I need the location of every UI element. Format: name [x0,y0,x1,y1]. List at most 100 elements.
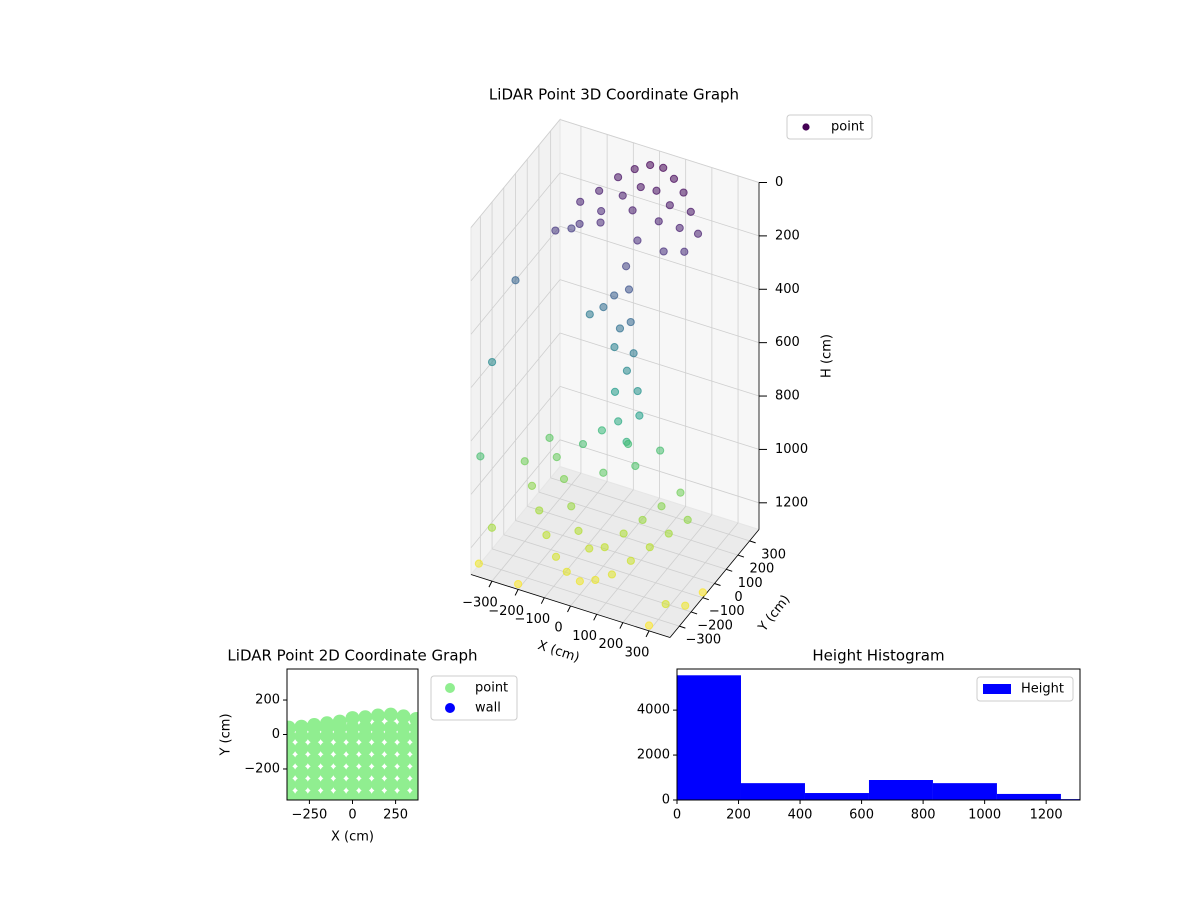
point [383,741,398,756]
grid-line [550,477,750,542]
point [487,357,497,367]
point [287,765,296,780]
chart-title: Height Histogram [812,647,944,665]
point [576,197,585,206]
grid-line [470,439,561,549]
grid-line [559,386,760,450]
point [622,366,632,375]
x-tick-label: −100 [514,612,550,627]
point [597,207,606,216]
y-tick [749,540,756,544]
point [396,777,411,792]
point [332,741,347,756]
point [371,753,386,768]
point [542,530,551,540]
point [585,310,594,319]
bars [677,675,1080,800]
point [345,765,360,780]
y-tick [726,568,733,572]
point [383,765,398,780]
point [578,439,588,449]
point [383,720,398,735]
z-tick-label: 400 [775,282,800,297]
y-tick [714,583,721,586]
z-tick-label: 600 [775,335,800,350]
point [287,741,296,756]
x-axis-label: X (cm) [331,830,374,845]
point [396,709,411,724]
y-tick-label: −100 [709,604,745,619]
point [693,229,703,238]
legend-marker [445,683,455,693]
point [520,457,529,466]
point [636,182,645,192]
point [669,174,679,183]
chart-title: LiDAR Point 2D Coordinate Graph [227,647,477,665]
point [619,529,628,538]
y-tick [702,597,709,601]
point [614,417,623,426]
point [644,621,654,630]
point [610,291,619,300]
point [474,559,483,568]
point [307,753,322,768]
point [358,741,373,756]
point [476,452,485,461]
y-tick-label: 0 [272,727,280,742]
point [409,753,418,768]
point [680,247,689,256]
grid-line [503,534,703,599]
x-tick-label: 200 [598,637,623,652]
point [307,789,322,800]
x-tick [619,622,624,629]
point [585,544,594,553]
point [307,777,322,792]
point [618,191,627,200]
point [319,789,334,800]
point [345,753,360,768]
x-axis-line [470,574,671,638]
point [358,777,373,792]
point [535,506,544,515]
point [332,777,347,792]
point [654,217,663,226]
point [679,188,688,197]
grid-line [559,119,760,183]
point [635,411,644,420]
point [332,765,347,780]
point [631,461,640,471]
legend-marker [802,123,810,131]
x-tick-label: 1200 [1030,808,1063,823]
point [319,741,334,756]
y-tick-label: −300 [686,633,722,648]
point [383,753,398,768]
point [358,710,373,725]
point [319,777,334,792]
point [345,741,360,756]
y-tick-label: 200 [255,693,280,708]
point [487,523,497,532]
legend-marker [445,703,455,713]
y-tick-label: 4000 [637,703,670,718]
point [396,765,411,780]
grid-line [480,562,680,627]
point [287,777,296,792]
y-tick-label: −200 [697,618,733,633]
x-tick-label: −300 [462,596,498,611]
x-tick-label: 250 [383,808,408,823]
point [371,720,386,735]
y-axis-label: Y (cm) [219,713,234,756]
z-tick-label: 1200 [775,495,808,510]
point [383,789,398,800]
x-tick-label: 400 [788,808,813,823]
x-tick-label: 0 [673,808,681,823]
point [686,207,695,216]
point [551,226,560,235]
point [623,439,633,449]
point [371,741,386,756]
z-tick-label: 1000 [775,442,808,457]
grid-line [470,119,561,228]
point [664,529,673,538]
x-tick-label: 200 [726,808,751,823]
point [358,753,373,768]
